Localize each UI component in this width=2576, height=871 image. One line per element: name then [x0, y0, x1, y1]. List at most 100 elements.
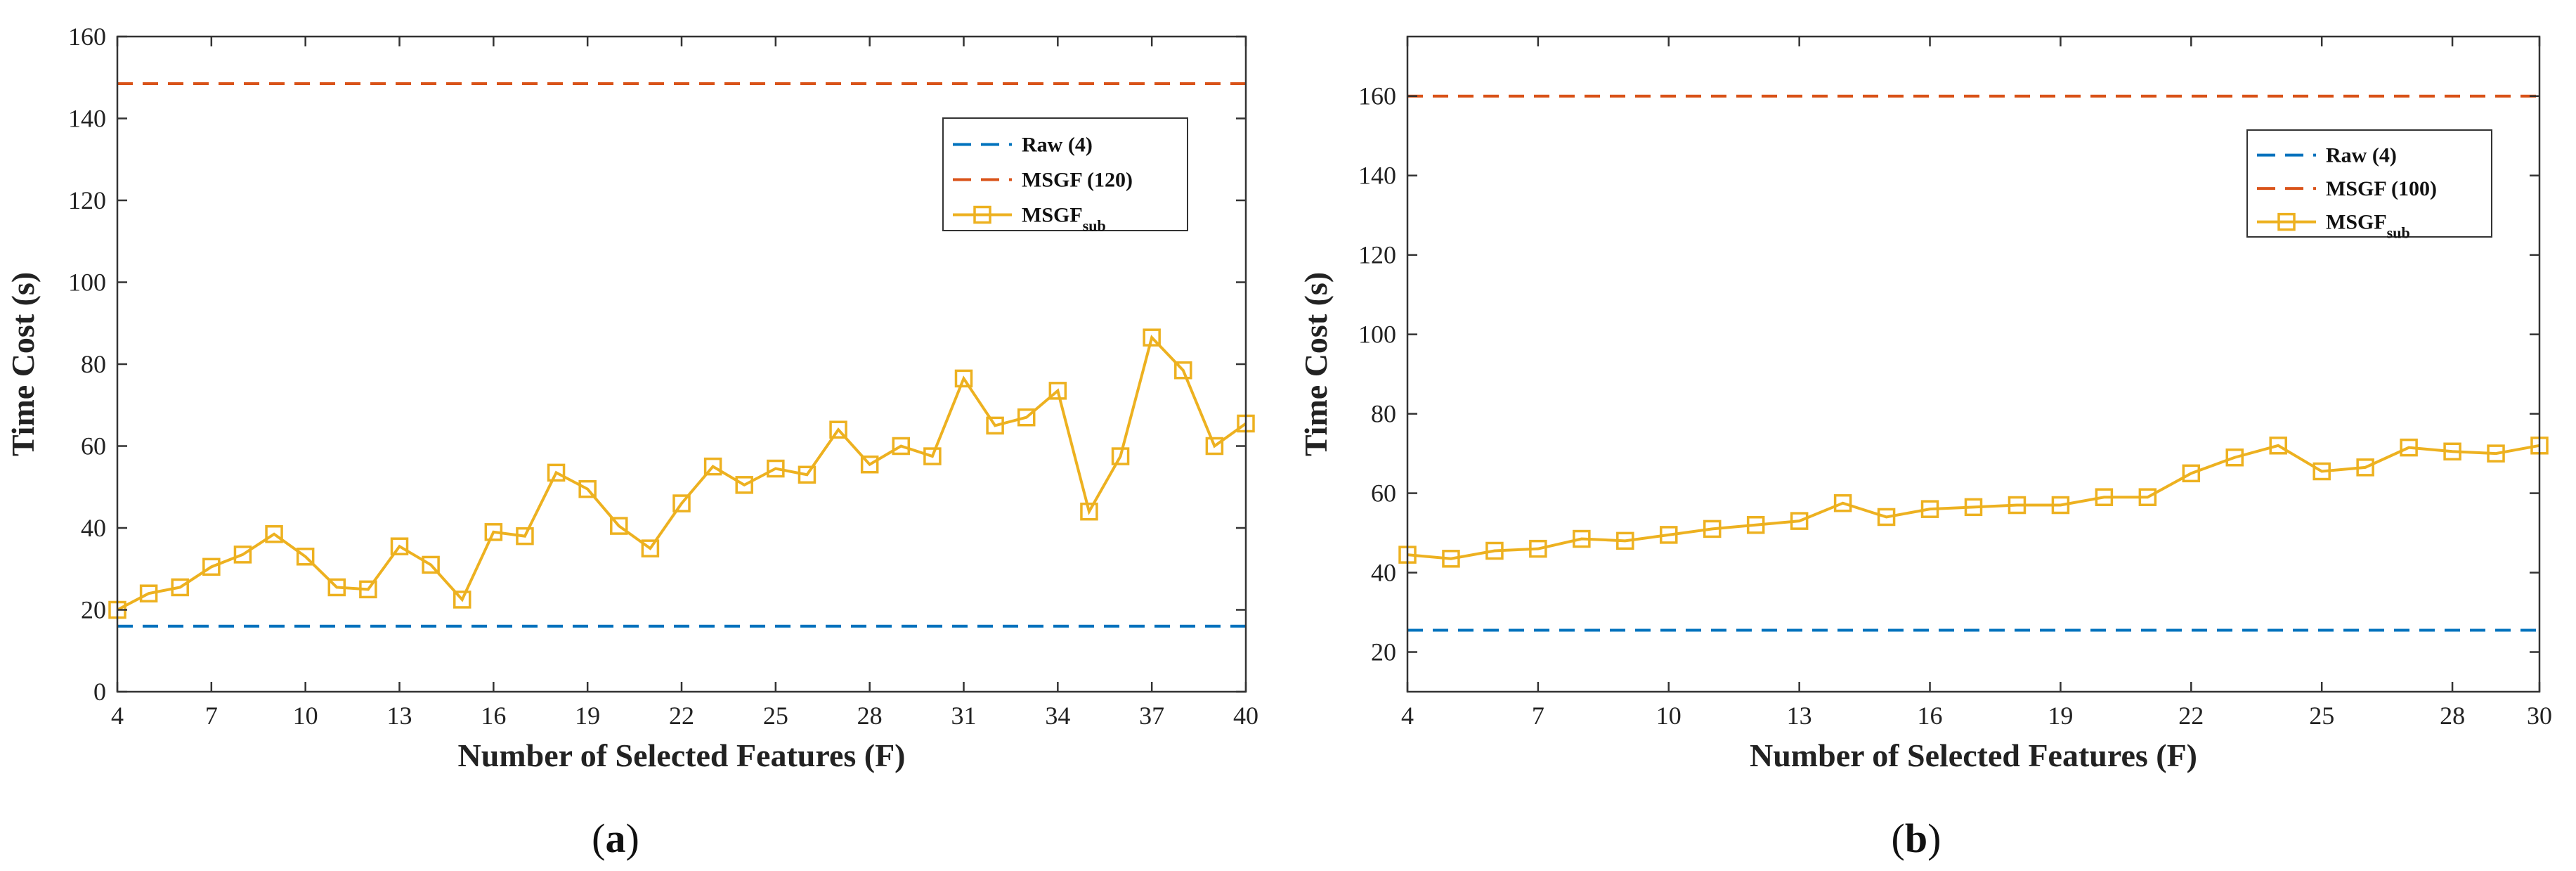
legend: Raw (4)MSGF (120)MSGFsub [942, 117, 1188, 234]
data-point [2008, 496, 2027, 515]
caption-part: a [606, 815, 626, 861]
data-point [2312, 462, 2331, 481]
series-line-0 [117, 335, 1247, 612]
data-point [1833, 493, 1852, 512]
data-point [954, 369, 973, 388]
data-point [1573, 529, 1591, 548]
data-point [1174, 361, 1192, 380]
y-tick-label: 20 [1371, 638, 1396, 666]
data-point [1111, 447, 1130, 465]
legend: Raw (4)MSGF (100)MSGFsub [2246, 129, 2492, 241]
x-tick-label: 28 [857, 702, 883, 730]
data-point [547, 463, 566, 482]
y-tick-label: 80 [1371, 400, 1396, 428]
legend-label: MSGF (100) [2326, 177, 2437, 200]
data-point [171, 578, 189, 597]
y-tick-label: 140 [1358, 162, 1396, 190]
x-tick-label: 10 [293, 702, 318, 730]
data-point [2225, 448, 2244, 467]
x-tick-label: 4 [111, 702, 124, 730]
panel-a: 4 7 10 13 16 19 22 25 28 31 34 37 40 0 20 40 60 80 100 120 1… [5, 22, 1258, 861]
x-tick-label: 31 [951, 702, 977, 730]
data-point [2095, 488, 2114, 506]
data-point [767, 459, 785, 478]
x-tick-label: 37 [1139, 702, 1164, 730]
y-tick-label: 20 [81, 596, 106, 624]
x-tick-label: 7 [1532, 702, 1544, 730]
y-tick-label: 160 [1358, 82, 1396, 110]
data-point [892, 437, 911, 456]
data-point [1529, 539, 1547, 558]
data-point [1442, 550, 1460, 568]
data-point [139, 584, 158, 602]
data-point [2269, 437, 2287, 455]
y-tick-label: 60 [81, 432, 106, 460]
caption-part: ) [1927, 815, 1941, 861]
data-point [1143, 328, 1161, 347]
data-point [860, 455, 879, 474]
y-axis-label: Time Cost (s) [5, 272, 41, 456]
data-point [1048, 382, 1067, 400]
y-tick-label: 60 [1371, 479, 1396, 508]
legend-box [2246, 129, 2492, 238]
data-point [296, 548, 315, 566]
caption-part: ( [592, 815, 605, 861]
data-point [1485, 541, 1504, 560]
data-point [327, 578, 346, 597]
data-point [1660, 526, 1678, 544]
x-tick-label: 22 [669, 702, 694, 730]
x-tick-label: 13 [1787, 702, 1812, 730]
x-tick-label: 40 [1233, 702, 1258, 730]
x-tick-label: 25 [2309, 702, 2334, 730]
data-point [233, 546, 252, 564]
data-point [641, 539, 660, 557]
data-point [2400, 438, 2418, 457]
x-tick-label: 19 [2048, 702, 2073, 730]
x-tick-label: 34 [1045, 702, 1070, 730]
data-point [1017, 408, 1036, 427]
data-point [578, 479, 597, 498]
data-point [610, 517, 628, 535]
data-point [516, 527, 534, 546]
data-point [422, 555, 440, 574]
caption-part: ( [1892, 815, 1905, 861]
legend-label-subscript: sub [2387, 224, 2410, 241]
x-tick-label: 13 [387, 702, 412, 730]
data-point [265, 524, 283, 543]
y-tick-label: 100 [1358, 321, 1396, 349]
data-point [2487, 444, 2505, 463]
x-tick-label: 22 [2178, 702, 2204, 730]
x-tick-label: 10 [1656, 702, 1681, 730]
data-point [2138, 488, 2157, 506]
x-tick-label: 16 [1918, 702, 1943, 730]
x-tick-label: 16 [481, 702, 506, 730]
data-point [1964, 498, 1983, 517]
data-point [1746, 516, 1765, 534]
legend-label-subscript: sub [1083, 217, 1106, 234]
y-tick-label: 40 [81, 514, 106, 542]
x-tick-label: 4 [1401, 702, 1414, 730]
x-axis-label: Number of Selected Features (F) [1750, 737, 2197, 773]
x-tick-label: 19 [575, 702, 600, 730]
x-tick-label: 30 [2527, 702, 2552, 730]
data-point [2443, 442, 2461, 461]
y-tick-label: 120 [1358, 241, 1396, 269]
x-tick-label: 25 [763, 702, 788, 730]
axes-frame [1406, 35, 2541, 693]
data-point [735, 476, 753, 494]
data-point [359, 580, 377, 599]
legend-label: Raw (4) [2326, 144, 2397, 167]
y-tick-label: 0 [93, 678, 106, 706]
data-point [703, 457, 722, 476]
data-point [829, 420, 847, 439]
panel-caption: (b) [1892, 815, 1941, 861]
data-point [1205, 437, 1224, 456]
x-tick-label: 28 [2440, 702, 2465, 730]
legend-label: Raw (4) [1022, 134, 1093, 157]
panel-b: 4 7 10 13 16 19 22 25 28 30 20 40 60 80 100 120 140 160 Nu… [1298, 35, 2552, 861]
legend-marker-sample [973, 205, 991, 224]
data-point [672, 494, 691, 512]
y-tick-label: 160 [68, 22, 106, 51]
data-point [202, 557, 221, 576]
